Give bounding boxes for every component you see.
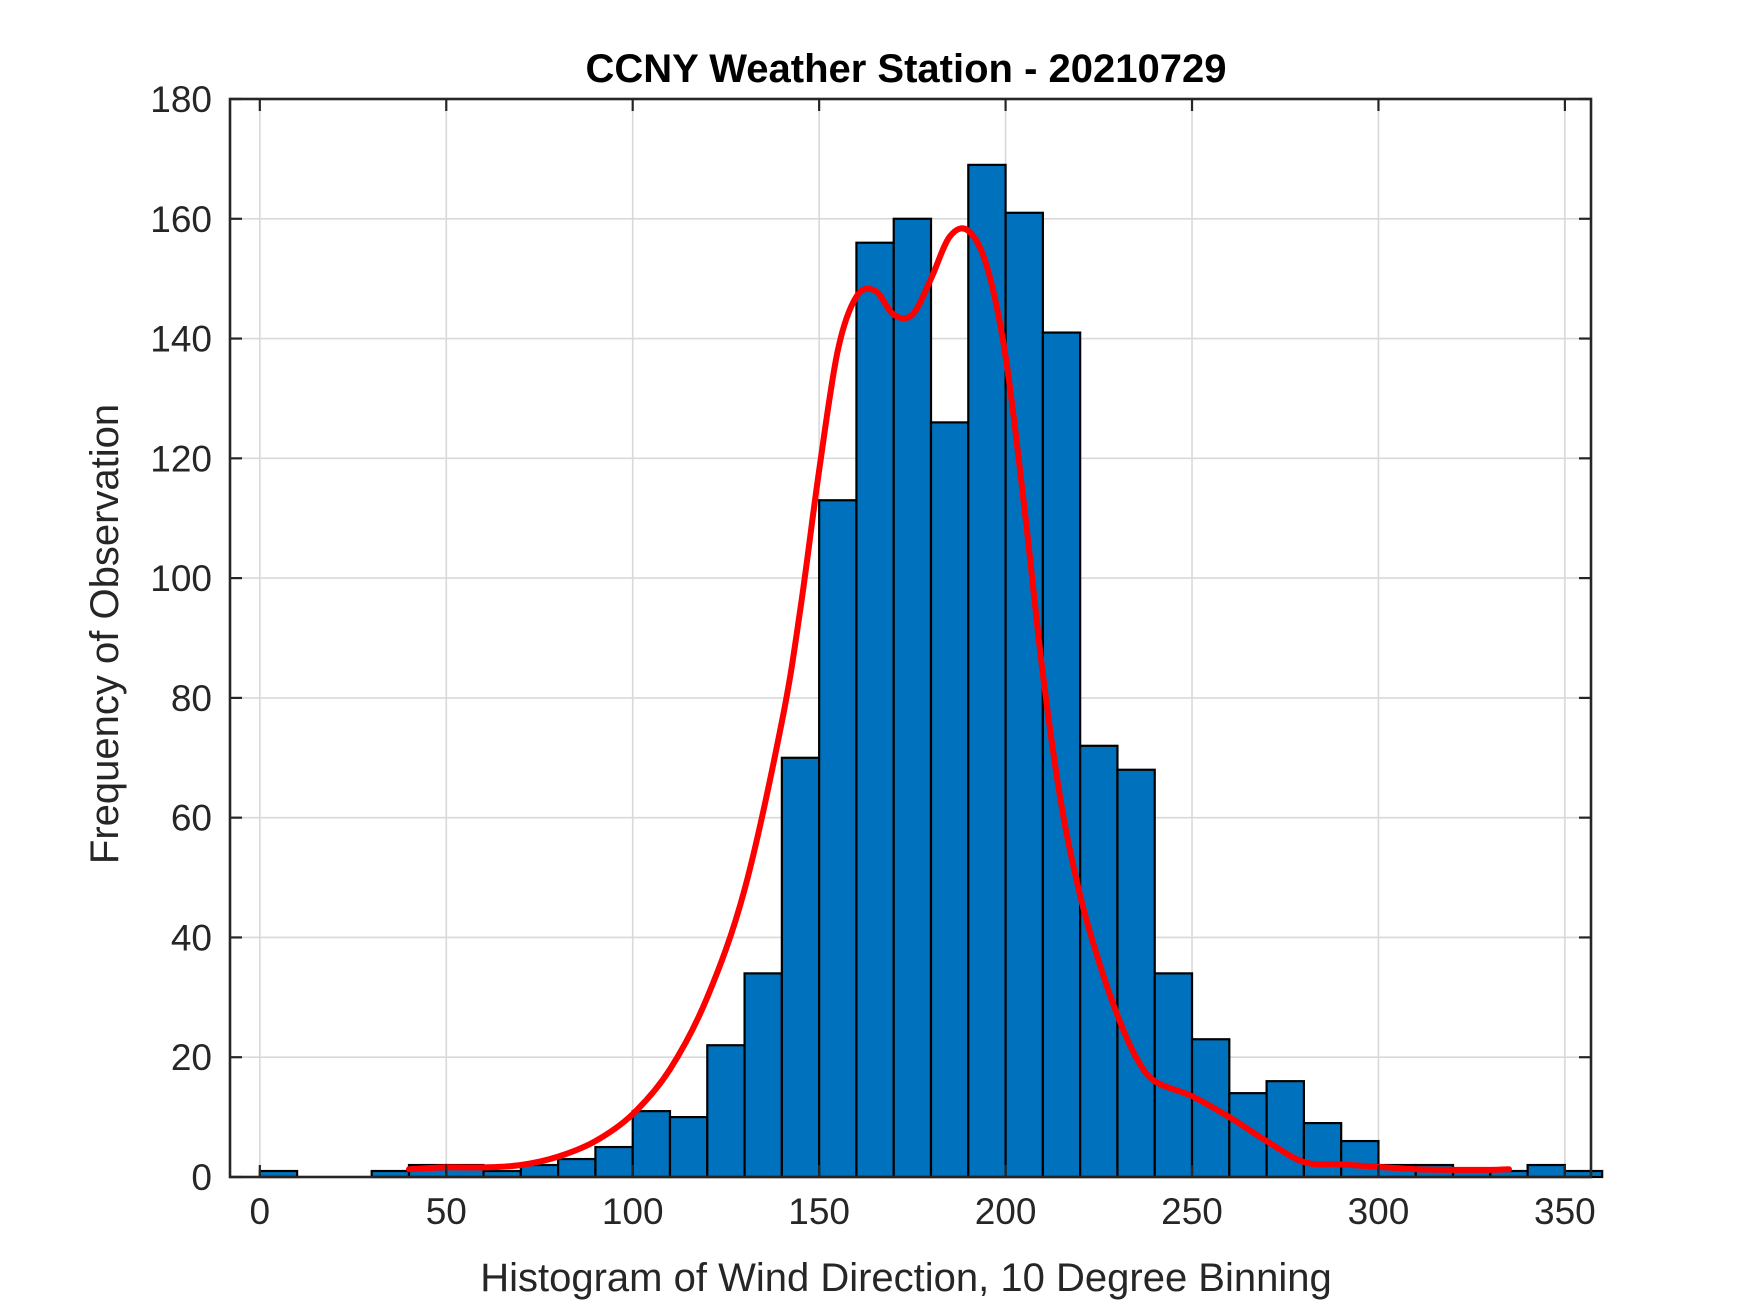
x-tick-label: 0 [250, 1191, 271, 1232]
x-tick-label: 350 [1534, 1191, 1596, 1232]
histogram-bar [855, 241, 895, 1179]
y-tick-label: 180 [150, 79, 212, 120]
y-tick-label: 120 [150, 438, 212, 479]
x-tick-label: 100 [602, 1191, 664, 1232]
y-tick-label: 80 [171, 678, 212, 719]
histogram-bar [668, 1116, 709, 1179]
histogram-bar [1340, 1139, 1380, 1179]
histogram-bars [258, 163, 1604, 1179]
histogram-bar [818, 499, 858, 1179]
y-tick-label: 60 [171, 798, 212, 839]
y-tick-label: 40 [171, 917, 212, 958]
histogram-bar [594, 1145, 634, 1179]
y-axis-ticks: 0 20 40 60 80 100 120 140 160 180 [150, 79, 1591, 1198]
histogram-bar [929, 421, 970, 1179]
histogram-bar [892, 217, 933, 1179]
fit-curve-line [405, 225, 1512, 1173]
x-tick-label: 300 [1348, 1191, 1410, 1232]
histogram-bar [631, 1110, 672, 1179]
y-axis-label: Frequency of Observation [83, 404, 127, 864]
x-axis-label: Histogram of Wind Direction, 10 Degree B… [480, 1256, 1332, 1300]
fit-curve-layer [405, 225, 1512, 1173]
histogram-bar [1004, 211, 1044, 1179]
histogram-bar [1116, 768, 1156, 1179]
y-tick-label: 160 [150, 199, 212, 240]
x-tick-label: 250 [1161, 1191, 1223, 1232]
axes-frame-layer [228, 97, 1593, 1179]
y-tick-label: 100 [150, 558, 212, 599]
histogram-bar [780, 756, 821, 1179]
y-tick-label: 140 [150, 319, 212, 360]
axes-box [228, 97, 1593, 1179]
histogram-bar [1041, 331, 1082, 1179]
x-tick-label: 150 [788, 1191, 850, 1232]
histogram-bar [743, 972, 783, 1179]
histogram-bar [1526, 1163, 1566, 1179]
histogram-bar [557, 1157, 597, 1179]
x-tick-label: 50 [426, 1191, 467, 1232]
y-tick-label: 20 [171, 1037, 212, 1078]
x-axis-ticks: 0 50 100 150 200 250 300 350 [250, 99, 1596, 1232]
histogram-bar [706, 1044, 746, 1179]
histogram-bar [1153, 972, 1194, 1179]
x-tick-label: 200 [975, 1191, 1037, 1232]
y-tick-label: 0 [191, 1157, 212, 1198]
histogram-bar [1302, 1121, 1343, 1179]
chart-title: CCNY Weather Station - 20210729 [586, 47, 1227, 91]
